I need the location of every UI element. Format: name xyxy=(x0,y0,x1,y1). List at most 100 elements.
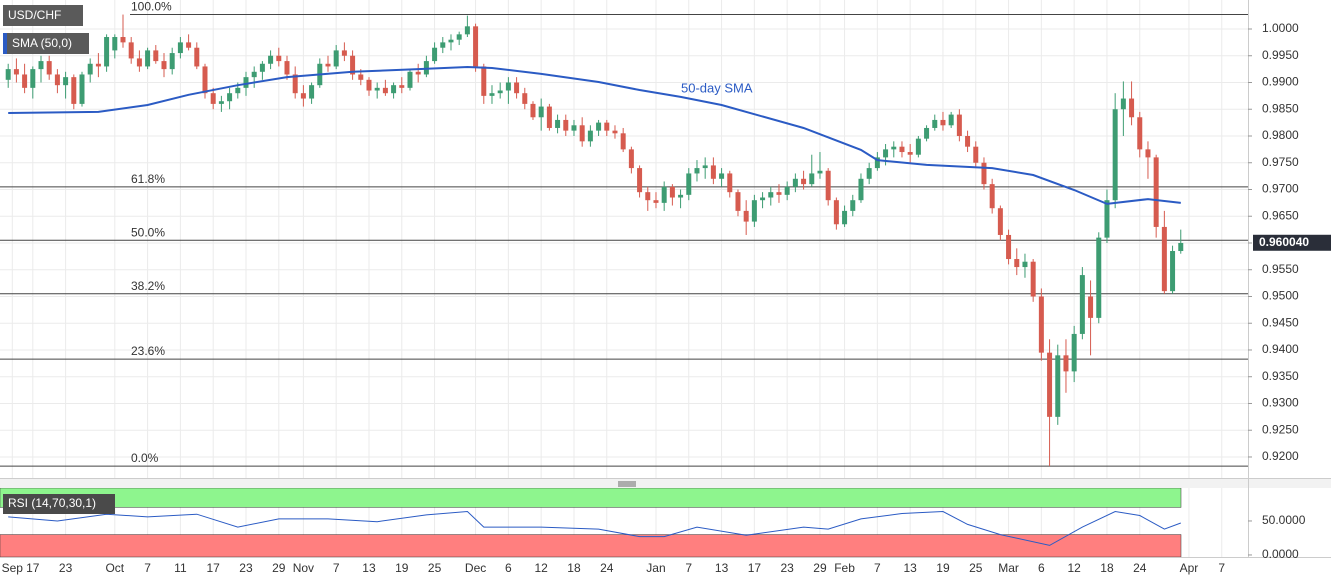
candle-body xyxy=(1104,200,1110,238)
candle-body xyxy=(46,61,52,75)
candle-body xyxy=(719,173,725,179)
candle-body xyxy=(809,173,815,185)
y-tick-label: 0.9700 xyxy=(1262,182,1299,196)
candle-body xyxy=(145,50,151,67)
candle-body xyxy=(1079,275,1085,334)
candle-body xyxy=(661,186,667,203)
candle-body xyxy=(415,71,421,75)
candle-body xyxy=(95,63,101,67)
candle-body xyxy=(464,26,470,35)
candle-body xyxy=(530,103,536,118)
candle-body xyxy=(514,82,520,94)
candle-body xyxy=(1178,242,1184,252)
candle-body xyxy=(161,61,167,70)
candle-body xyxy=(268,55,274,64)
candle-body xyxy=(866,168,872,179)
candle-body xyxy=(776,192,782,195)
x-tick-label: Mar xyxy=(998,561,1019,575)
x-tick-label: 18 xyxy=(1100,561,1114,575)
panel-separator xyxy=(0,479,1331,488)
overbought-zone xyxy=(0,487,1182,508)
candle-body xyxy=(1129,98,1135,118)
x-tick-label: Apr xyxy=(1180,561,1199,575)
candle-body xyxy=(620,133,626,150)
candle-body xyxy=(997,208,1003,235)
candle-body xyxy=(284,61,290,75)
y-tick-label: 1.0000 xyxy=(1262,21,1299,35)
candle-body xyxy=(38,61,44,70)
symbol-label: USD/CHF xyxy=(8,8,61,22)
y-tick-label: 0.9500 xyxy=(1262,289,1299,303)
candle-body xyxy=(30,69,36,88)
candle-body xyxy=(833,200,839,225)
candle-body xyxy=(489,93,495,96)
x-tick-label: 29 xyxy=(272,561,286,575)
x-tick-label: 17 xyxy=(748,561,762,575)
y-tick-label: 0.9300 xyxy=(1262,396,1299,410)
oversold-zone xyxy=(0,534,1182,558)
candle-body xyxy=(186,42,192,48)
candle-body xyxy=(227,93,233,102)
last-price-label: 0.960040 xyxy=(1259,235,1309,249)
candle-body xyxy=(112,37,118,51)
candle-body xyxy=(1145,149,1151,158)
candle-body xyxy=(1038,296,1044,353)
candle-body xyxy=(751,200,757,222)
x-tick-label: 12 xyxy=(535,561,549,575)
candle-body xyxy=(907,152,913,155)
symbol-box xyxy=(3,5,83,26)
x-tick-label: Oct xyxy=(105,561,124,575)
candle-body xyxy=(973,146,979,163)
y-tick-label: 0.9350 xyxy=(1262,369,1299,383)
candle-body xyxy=(71,77,77,104)
fib-label: 0.0% xyxy=(131,451,159,465)
candle-body xyxy=(522,93,528,104)
x-tick-label: 7 xyxy=(144,561,151,575)
candle-body xyxy=(981,162,987,185)
candle-body xyxy=(1153,157,1159,227)
candle-body xyxy=(136,58,142,67)
candle-body xyxy=(891,146,897,150)
candle-body xyxy=(1088,296,1094,318)
x-tick-label: 6 xyxy=(505,561,512,575)
y-tick-label: 0.9850 xyxy=(1262,101,1299,115)
y-tick-label: 0.9250 xyxy=(1262,422,1299,436)
candle-body xyxy=(473,26,479,67)
candle-body xyxy=(637,168,643,193)
candle-body xyxy=(350,55,356,75)
candle-body xyxy=(1047,352,1053,417)
candle-body xyxy=(358,74,364,80)
x-tick-label: 18 xyxy=(567,561,581,575)
x-tick-label: 13 xyxy=(362,561,376,575)
candle-body xyxy=(243,77,249,88)
y-tick-label: 0.9400 xyxy=(1262,342,1299,356)
candle-body xyxy=(1137,117,1143,150)
candle-body xyxy=(440,42,446,48)
x-tick-label: Feb xyxy=(834,561,855,575)
candle-body xyxy=(727,173,733,193)
y-tick-label: 0.9200 xyxy=(1262,449,1299,463)
candle-body xyxy=(735,192,741,211)
rsi-box xyxy=(3,494,115,514)
candle-body xyxy=(235,87,241,94)
candle-body xyxy=(505,82,511,91)
candle-body xyxy=(382,87,388,94)
candle-body xyxy=(563,119,569,131)
candle-body xyxy=(1112,109,1118,201)
candle-body xyxy=(300,93,306,99)
x-tick-label: 17 xyxy=(26,561,40,575)
fib-label: 38.2% xyxy=(131,279,165,293)
fib-label: 61.8% xyxy=(131,172,165,186)
candle-body xyxy=(128,42,134,59)
candle-body xyxy=(587,130,593,142)
x-tick-label: 29 xyxy=(813,561,827,575)
x-tick-label: 7 xyxy=(333,561,340,575)
candle-body xyxy=(333,50,339,67)
x-tick-label: 7 xyxy=(1218,561,1225,575)
candle-body xyxy=(932,119,938,128)
x-tick-label: 17 xyxy=(207,561,221,575)
x-tick-label: 11 xyxy=(174,561,187,575)
candle-body xyxy=(743,210,749,222)
candle-body xyxy=(325,63,331,67)
